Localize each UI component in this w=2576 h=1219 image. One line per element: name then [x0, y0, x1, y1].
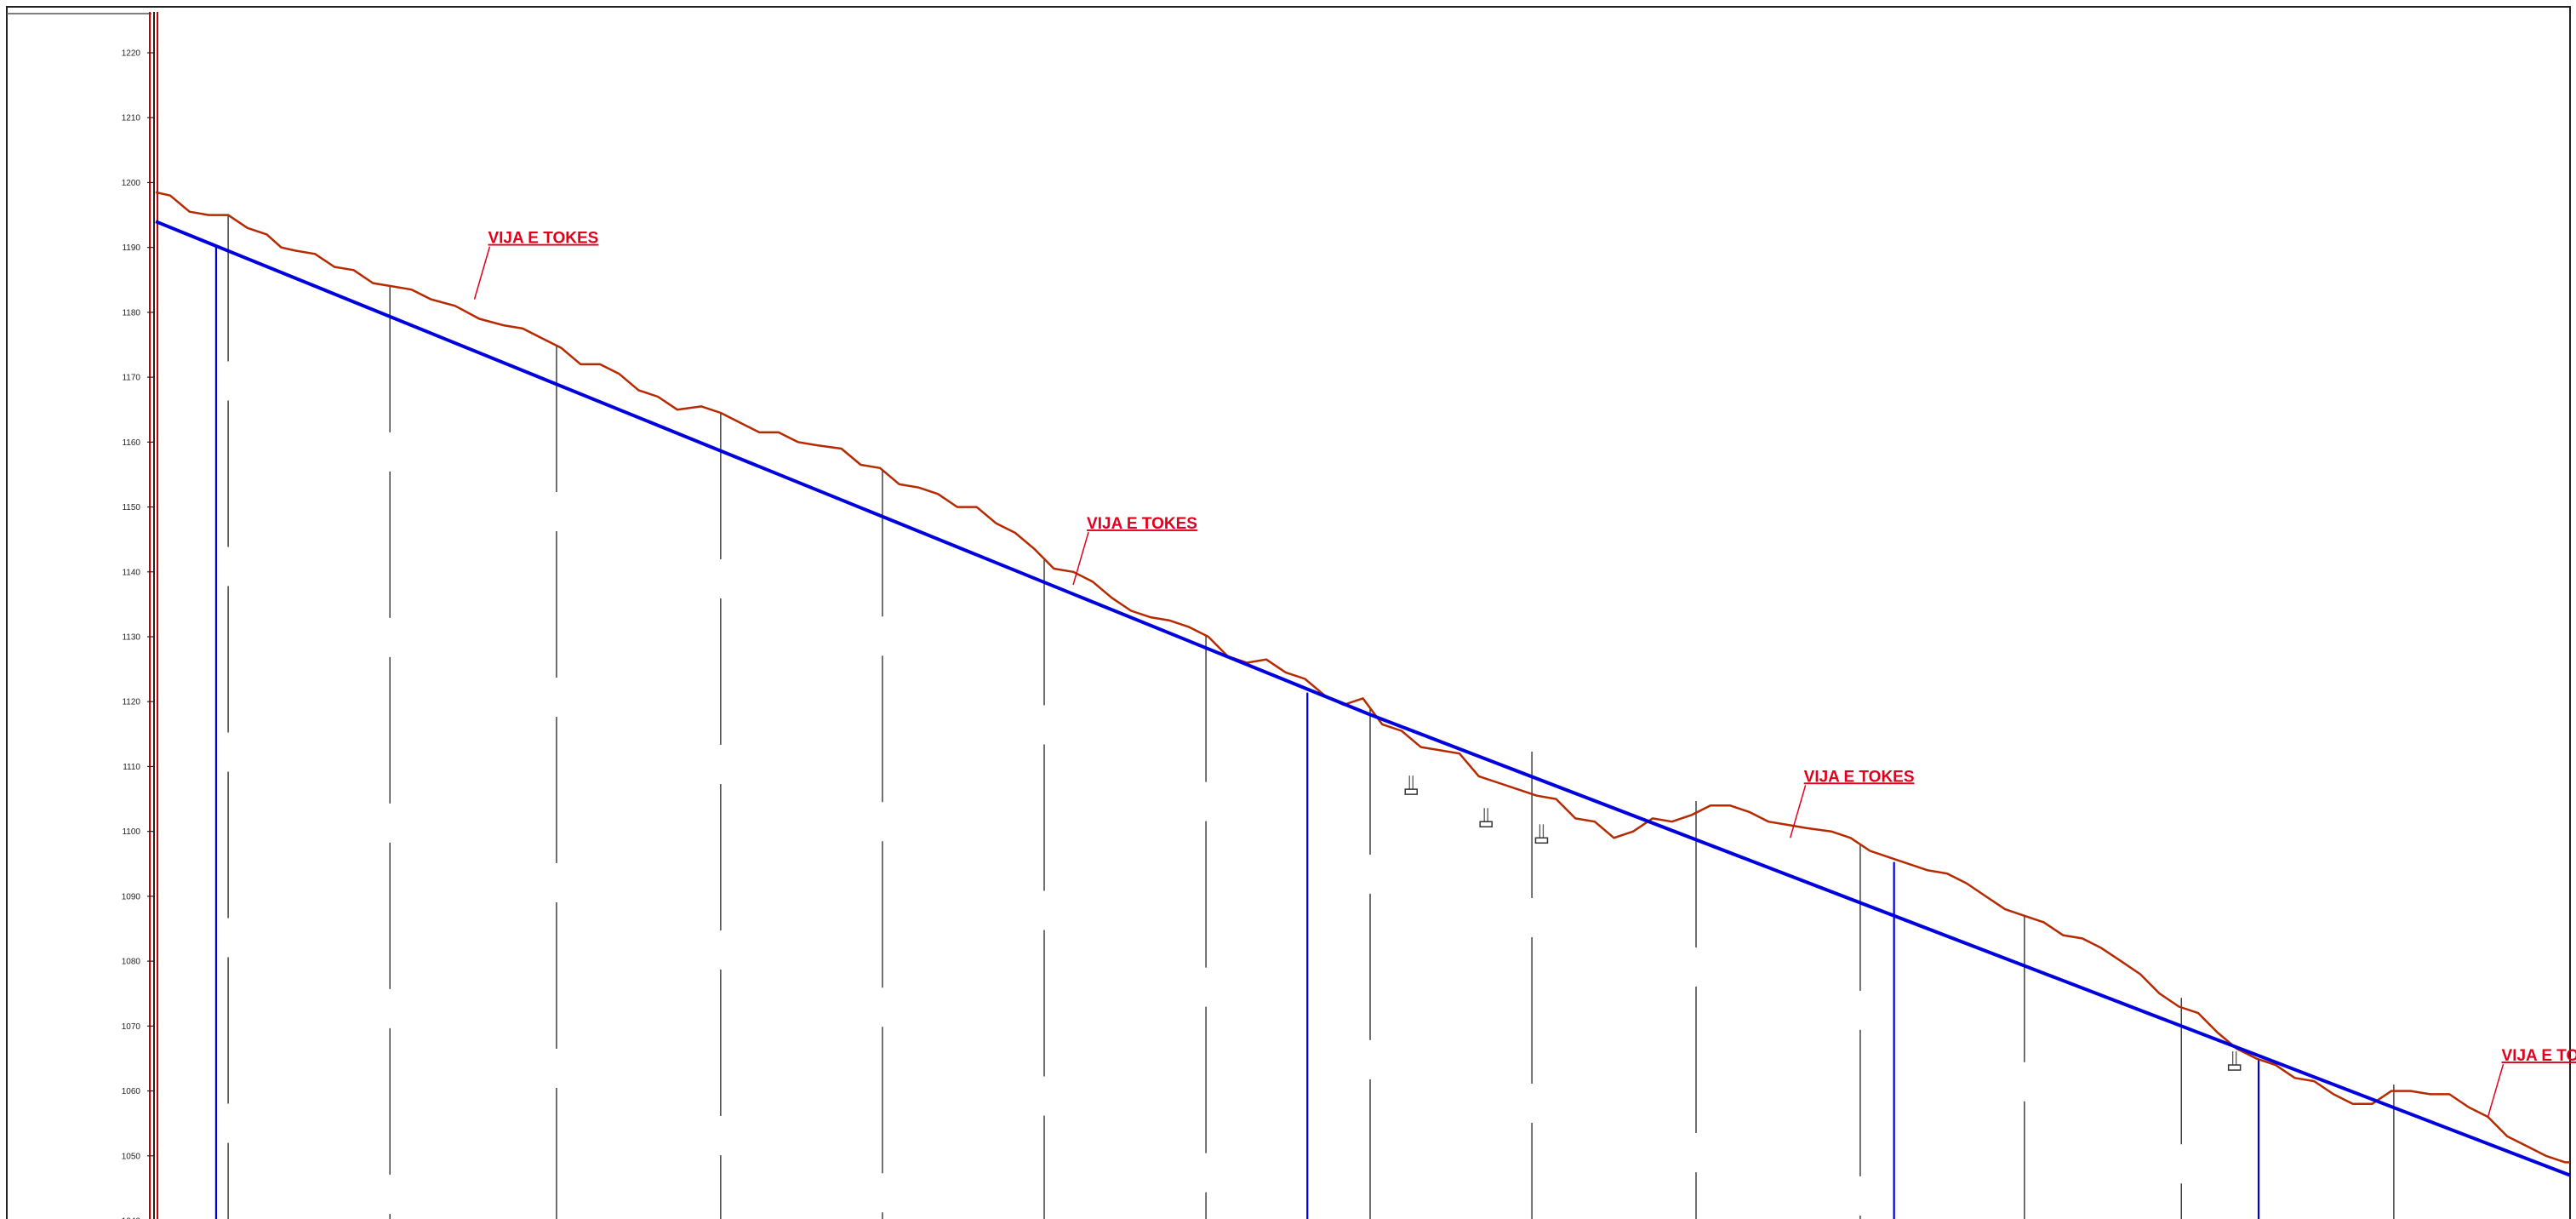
callout-leader — [1072, 531, 1089, 586]
marker-box — [1479, 821, 1493, 827]
y-tick-label: 1220 — [122, 49, 141, 59]
y-tick-label: 1150 — [122, 503, 140, 512]
marker-box — [1534, 837, 1549, 844]
y-tick-label: 1120 — [122, 698, 140, 707]
drawing-frame — [6, 6, 2571, 1219]
y-tick-label: 1200 — [122, 179, 141, 188]
y-tick-label: 1060 — [122, 1087, 141, 1096]
grade-break-verticals — [214, 245, 2260, 1219]
y-tick-label: 1050 — [122, 1152, 141, 1161]
callout-label: VIJA E TOKES — [1804, 768, 1915, 786]
station-stakes — [227, 215, 2395, 1219]
callout-label: VIJA E TOKES — [1087, 515, 1197, 533]
y-tick-label: 1040 — [122, 1217, 141, 1219]
marker-box — [2227, 1064, 2242, 1071]
y-tick-labels: 1220 1210 1200 1190 1180 1170 1160 1150 1140 1130… — [122, 49, 141, 1219]
annotation-callouts: VIJA E TOKES VIJA E TOKES VIJA E TOKES VIJA… — [473, 230, 2576, 1118]
callout-leader — [1789, 785, 1807, 838]
y-tick-label: 1190 — [122, 243, 140, 253]
callout-leader — [2487, 1063, 2505, 1118]
grade-line — [155, 220, 2571, 1177]
marker-box — [1404, 788, 1418, 795]
y-tick-label: 1160 — [122, 438, 140, 448]
y-axis: 1220 1210 1200 1190 1180 1170 1160 1150 1140 1130… — [7, 12, 158, 1219]
y-tick-label: 1080 — [122, 958, 141, 967]
callout-label: VIJA E TOKES — [488, 230, 598, 248]
y-tick-label: 1130 — [122, 633, 140, 643]
structure-markers — [1404, 775, 2242, 1071]
y-tick-label: 1110 — [123, 763, 140, 772]
callout-label: VIJA E TOKES — [2502, 1047, 2576, 1065]
y-tick-marks — [147, 52, 154, 1157]
y-tick-label: 1070 — [122, 1022, 141, 1032]
y-tick-label: 1180 — [122, 308, 140, 318]
callout-leader — [473, 246, 491, 300]
y-tick-label: 1090 — [122, 892, 141, 901]
y-tick-label: 1170 — [122, 374, 140, 383]
y-tick-label: 1210 — [122, 114, 141, 123]
y-tick-label: 1140 — [122, 568, 140, 577]
terrain-profile-line — [155, 191, 2570, 1164]
y-tick-label: 1100 — [122, 827, 140, 837]
